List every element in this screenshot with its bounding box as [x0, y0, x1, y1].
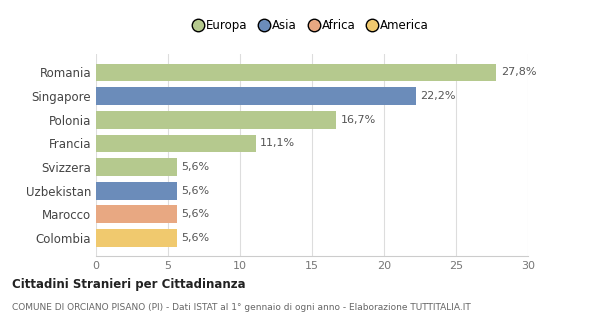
- Bar: [96, 134, 256, 152]
- Bar: [96, 205, 176, 223]
- Text: 22,2%: 22,2%: [420, 91, 455, 101]
- Text: 5,6%: 5,6%: [181, 209, 209, 219]
- Bar: [96, 182, 176, 200]
- Bar: [96, 111, 337, 129]
- Bar: [96, 64, 496, 81]
- Bar: [96, 87, 416, 105]
- Text: COMUNE DI ORCIANO PISANO (PI) - Dati ISTAT al 1° gennaio di ogni anno - Elaboraz: COMUNE DI ORCIANO PISANO (PI) - Dati IST…: [12, 303, 471, 312]
- Text: 5,6%: 5,6%: [181, 233, 209, 243]
- Text: Cittadini Stranieri per Cittadinanza: Cittadini Stranieri per Cittadinanza: [12, 278, 245, 291]
- Text: 5,6%: 5,6%: [181, 186, 209, 196]
- Text: 5,6%: 5,6%: [181, 162, 209, 172]
- Legend: Europa, Asia, Africa, America: Europa, Asia, Africa, America: [191, 16, 433, 36]
- Bar: [96, 229, 176, 247]
- Bar: [96, 158, 176, 176]
- Text: 16,7%: 16,7%: [341, 115, 376, 125]
- Text: 27,8%: 27,8%: [500, 68, 536, 77]
- Text: 11,1%: 11,1%: [260, 138, 295, 148]
